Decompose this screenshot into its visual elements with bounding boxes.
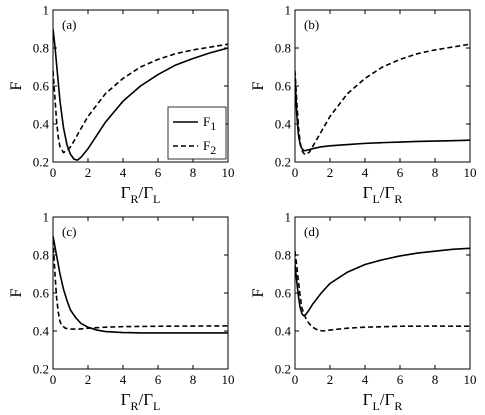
axes-frame [52,216,229,370]
x-tick-label: 6 [397,165,404,180]
x-tick-label: 6 [155,372,162,387]
panel-label: (a) [62,17,76,32]
x-tick-label: 0 [50,165,57,180]
legend-entry: F1 [203,114,216,133]
x-tick-label: 4 [362,372,369,387]
y-axis-label: F [8,81,25,90]
y-axis-label: F [250,81,267,90]
series-line-f2 [53,239,228,330]
series-line-f1 [295,247,470,317]
x-tick-label: 10 [222,372,235,387]
series-line-f2 [295,43,470,156]
legend-box [167,106,227,160]
x-tick-label: 10 [464,165,477,180]
y-tick-label: 0.6 [275,286,292,301]
x-tick-label: 8 [432,372,439,387]
series-line-f2 [53,43,228,154]
series-line-f2 [295,251,470,332]
x-tick-label: 2 [327,372,334,387]
x-tick-label: 4 [120,372,127,387]
x-tick-label: 6 [397,372,404,387]
x-tick-label: 6 [155,165,162,180]
y-tick-label: 0.8 [275,41,291,56]
x-tick-label: 0 [292,372,299,387]
x-tick-label: 2 [327,165,334,180]
panel-3: 0 2 4 6 8 10 0.2 0.4 0.6 0.8 1 F ΓL/ΓR (d) [250,210,477,414]
y-tick-label: 0.4 [33,324,50,339]
x-tick-label: 8 [432,165,439,180]
panel-2: 0 2 4 6 8 10 0.2 0.4 0.6 0.8 1 F ΓR/ΓL (c) [8,210,235,414]
y-axis-label: F [250,288,267,297]
y-tick-label: 0.2 [33,362,49,377]
y-tick-label: 0.4 [275,117,292,132]
y-tick-label: 0.6 [275,79,292,94]
x-tick-label: 8 [190,165,197,180]
x-tick-label: 8 [190,372,197,387]
x-axis-label: ΓL/ΓR [363,183,403,206]
y-tick-label: 0.8 [33,248,49,263]
y-tick-label: 0.4 [33,117,50,132]
axes-frame [294,9,471,163]
x-tick-label: 4 [362,165,369,180]
y-tick-label: 0.6 [33,286,50,301]
panel-label: (b) [304,17,319,32]
x-tick-label: 0 [50,372,57,387]
y-tick-label: 1 [285,210,292,225]
x-tick-label: 2 [85,165,92,180]
x-axis-label: ΓL/ΓR [363,390,403,413]
y-tick-label: 0.8 [275,248,291,263]
panel-label: (d) [304,224,319,239]
series-line-f1 [53,235,228,334]
panel-label: (c) [62,224,76,239]
x-tick-label: 2 [85,372,92,387]
panel-1: 0 2 4 6 8 10 0.2 0.4 0.6 0.8 1 F ΓL/ΓR (b) [250,3,477,207]
y-tick-label: 1 [43,210,50,225]
y-tick-label: 0.2 [275,362,291,377]
y-tick-label: 1 [285,3,292,18]
x-axis-label: ΓR/ΓL [121,390,161,413]
x-tick-label: 10 [464,372,477,387]
series-line-f1 [295,76,470,152]
y-tick-label: 1 [43,3,50,18]
y-tick-label: 0.6 [33,79,50,94]
x-tick-label: 4 [120,165,127,180]
y-axis-label: F [8,288,25,297]
legend-entry: F2 [203,138,216,157]
x-tick-label: 10 [222,165,235,180]
series-line-f1 [53,28,228,161]
y-tick-label: 0.4 [275,324,292,339]
y-tick-label: 0.2 [275,155,291,170]
y-tick-label: 0.2 [33,155,49,170]
x-tick-label: 0 [292,165,299,180]
y-tick-label: 0.8 [33,41,49,56]
x-axis-label: ΓR/ΓL [121,183,161,206]
